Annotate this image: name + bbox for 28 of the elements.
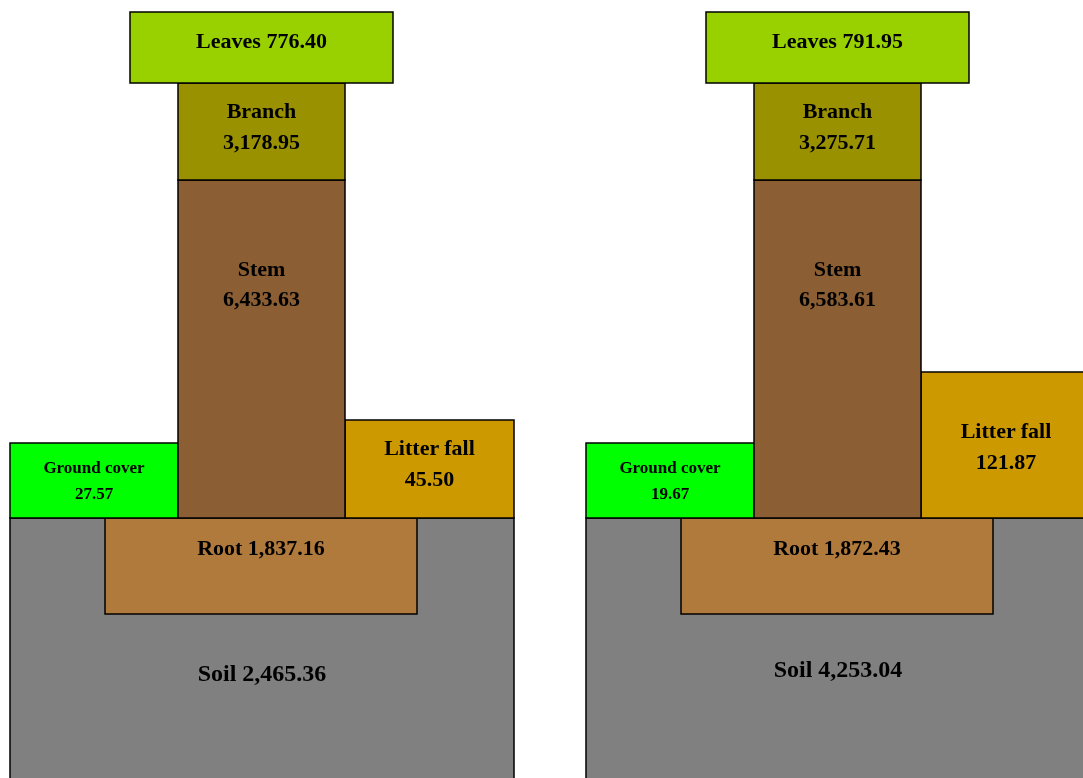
data-label: 776.40: [266, 28, 327, 53]
data-label: 121.87: [975, 449, 1037, 474]
data-label: 2,465.36: [242, 660, 327, 686]
data-label: 791.95: [842, 28, 903, 53]
data-label: 6,583.61: [799, 286, 876, 311]
category-label: Branch: [226, 98, 297, 123]
data-label: 19.67: [650, 484, 690, 503]
category-label: Litter fall: [960, 418, 1052, 443]
category-label: Ground cover: [619, 458, 722, 477]
category-label: Leaves: [196, 28, 262, 53]
category-label: Root: [197, 535, 244, 560]
data-label: 27.57: [74, 484, 114, 503]
data-label: 1,837.16: [247, 535, 325, 560]
category-label: Leaves: [772, 28, 838, 53]
data-label: 1,872.43: [823, 535, 901, 560]
category-label: Ground cover: [43, 458, 146, 477]
data-label: 3,275.71: [799, 129, 876, 154]
category-label: Stem: [237, 256, 286, 281]
category-label: Soil: [197, 660, 237, 686]
category-label: Litter fall: [384, 435, 475, 460]
category-label: Branch: [802, 98, 873, 123]
category-label: Stem: [813, 256, 862, 281]
data-label: 6,433.63: [223, 286, 300, 311]
data-label: 45.50: [404, 466, 455, 491]
data-label: 4,253.04: [818, 656, 903, 682]
data-label: 3,178.95: [223, 129, 300, 154]
category-label: Root: [773, 535, 820, 560]
category-label: Soil: [773, 656, 813, 682]
